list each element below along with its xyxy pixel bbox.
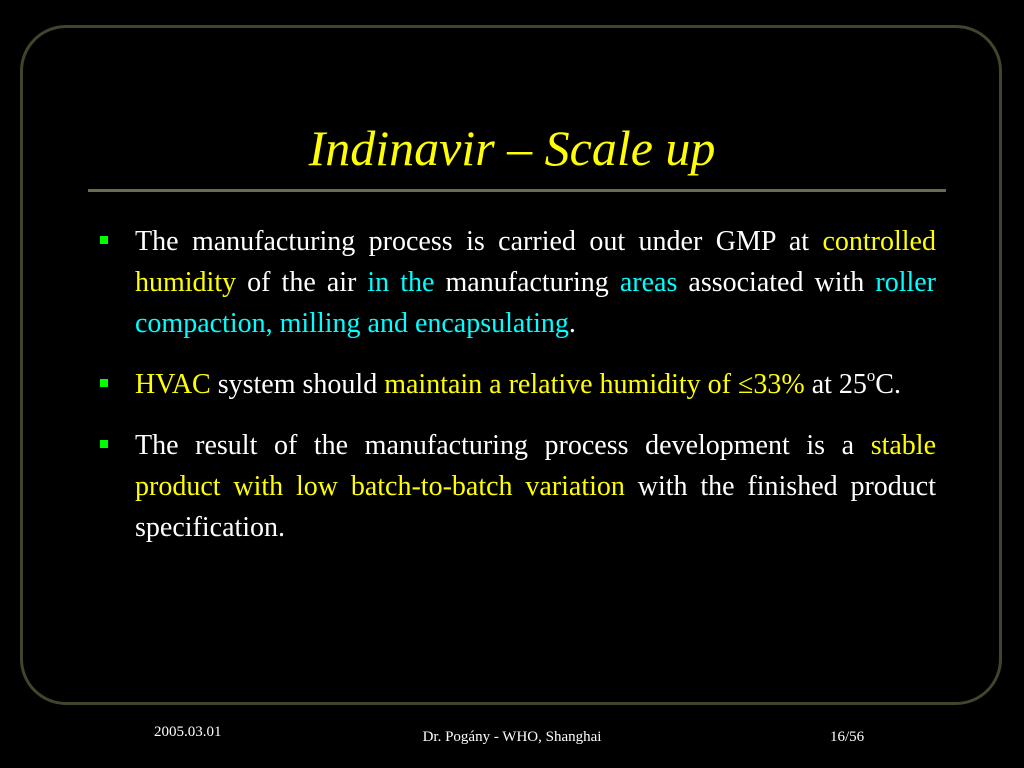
bullet-segment: areas [619,267,678,298]
bullet-segment: associated with [677,267,876,298]
bullet-segment: of the air [236,267,368,298]
bullet-segment: stable product with low batch-to-batch v… [135,430,936,502]
bullet-text: The manufacturing process is carried out… [135,226,936,339]
bullet-text: HVAC system should maintain a relative h… [135,366,901,400]
bullet-segment: manufacturing [434,267,620,298]
bullet-list: The manufacturing process is carried out… [96,221,936,548]
bullet-segment: controlled humidity [135,226,936,298]
bullet-text: The result of the manufacturing process … [135,430,936,543]
bullet-segment: system should [210,369,385,400]
slide-title: Indinavir – Scale up [308,120,716,176]
bullet-segment: in the [367,267,435,298]
square-bullet-icon [100,440,108,448]
bullet-segment: roller compaction, milling and encapsula… [135,267,937,339]
bullet-segment: o [866,366,876,385]
bullet-segment: The manufacturing process is carried out… [135,226,823,257]
bullet-segment: with the finished product specification. [135,471,936,543]
bullet-segment: The result of the manufacturing process … [135,430,871,461]
footer-presenter: Dr. Pogány - WHO, Shanghai [422,729,602,745]
bullet-segment: HVAC [135,369,211,400]
square-bullet-icon [100,379,108,387]
bullet-item: The manufacturing process is carried out… [96,221,936,344]
bullet-segment: maintain a relative humidity of ≤33% [384,369,805,400]
footer-page-number: 16/56 [830,729,865,745]
bullet-segment: . [568,308,576,339]
slide-frame [20,25,1002,705]
title-divider [88,189,946,192]
bullet-segment: at 25 [804,369,867,400]
footer-date: 2005.03.01 [154,724,222,740]
square-bullet-icon [100,236,108,244]
bullet-item: The result of the manufacturing process … [96,425,936,548]
bullet-segment: C. [875,369,901,400]
bullet-item: HVAC system should maintain a relative h… [96,364,936,405]
